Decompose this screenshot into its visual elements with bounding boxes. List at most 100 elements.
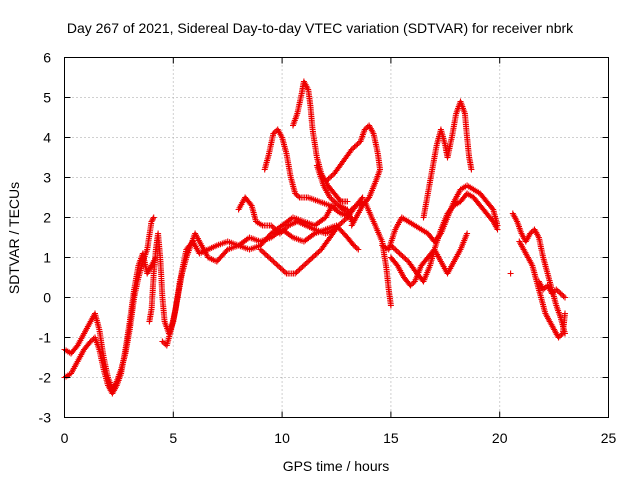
data-point [511, 212, 514, 215]
data-point [466, 136, 468, 139]
data-point [294, 192, 296, 195]
data-point [346, 236, 349, 239]
data-point [198, 252, 201, 255]
y-tick-label: -1 [39, 330, 52, 346]
data-point [285, 272, 288, 275]
data-point [244, 196, 246, 199]
data-point [281, 224, 283, 227]
data-point [531, 264, 534, 267]
data-point [357, 248, 360, 251]
series-arc5 [235, 194, 338, 237]
data-point [83, 332, 85, 335]
data-point [226, 240, 229, 243]
data-point [89, 340, 92, 343]
data-point [485, 212, 488, 215]
data-point [292, 124, 294, 127]
data-point [553, 328, 555, 331]
series-arc4 [159, 202, 355, 349]
data-point [94, 336, 96, 339]
data-point [431, 168, 434, 171]
data-point [329, 204, 331, 207]
chart-title: Day 267 of 2021, Sidereal Day-to-day VTE… [67, 20, 574, 36]
data-point [562, 332, 564, 335]
data-point [440, 260, 442, 263]
data-point [416, 272, 418, 275]
data-point [107, 384, 109, 387]
x-tick-label: 25 [601, 430, 617, 446]
data-point [300, 92, 303, 95]
data-point [453, 200, 455, 203]
data-point [318, 200, 320, 203]
data-point [200, 244, 203, 247]
marker-trace [420, 98, 475, 221]
data-point [150, 220, 153, 223]
data-point [316, 164, 318, 167]
data-point [192, 240, 194, 243]
data-point [374, 180, 377, 183]
marker-trace [509, 210, 568, 337]
data-point [146, 248, 148, 251]
data-point [353, 244, 355, 247]
data-point [427, 256, 429, 259]
data-point [216, 244, 218, 247]
data-point [435, 144, 438, 147]
data-point [555, 288, 558, 291]
data-point [161, 340, 164, 343]
data-point [303, 240, 305, 243]
data-point [133, 288, 135, 291]
data-point [355, 204, 357, 207]
data-point [237, 208, 240, 211]
data-point [150, 308, 153, 311]
y-tick-label: -3 [39, 410, 52, 426]
data-point [311, 128, 314, 131]
data-point [76, 344, 79, 347]
data-point [420, 228, 423, 231]
data-point [329, 196, 331, 199]
y-tick-label: 0 [43, 290, 51, 306]
y-tick-label: 2 [43, 210, 51, 226]
data-point [538, 236, 540, 239]
data-point [379, 168, 381, 171]
data-point [159, 256, 162, 259]
marker-trace [159, 202, 355, 349]
data-point [248, 248, 251, 251]
data-point [479, 192, 481, 195]
data-point [542, 256, 545, 259]
data-point [320, 248, 323, 251]
data-point [152, 272, 155, 275]
x-tick-label: 20 [492, 430, 508, 446]
data-point [324, 232, 327, 235]
data-point [363, 200, 366, 203]
data-point [307, 88, 310, 91]
data-point [453, 260, 455, 263]
data-point [294, 272, 296, 275]
data-point [485, 200, 488, 203]
data-point [420, 264, 423, 267]
data-point [313, 228, 316, 231]
data-point [533, 228, 536, 231]
data-point [303, 264, 305, 267]
y-tick-label: 5 [43, 90, 51, 106]
data-point [128, 320, 131, 323]
data-point [542, 288, 545, 291]
data-point [472, 188, 475, 191]
data-point [152, 216, 155, 219]
y-tick-label: -2 [39, 370, 52, 386]
data-point [313, 232, 316, 235]
data-point [309, 104, 312, 107]
data-point [427, 232, 429, 235]
data-point [290, 176, 292, 179]
marker-trace [387, 190, 501, 289]
data-point [261, 224, 264, 227]
x-tick-label: 10 [274, 430, 290, 446]
data-point [124, 348, 127, 351]
data-point [459, 188, 462, 191]
data-point [390, 244, 392, 247]
data-point [146, 272, 148, 275]
data-point [548, 320, 551, 323]
series-arc2 [61, 250, 159, 397]
data-point [368, 196, 370, 199]
data-point [307, 196, 310, 199]
data-point [259, 240, 262, 243]
data-point [350, 148, 353, 151]
